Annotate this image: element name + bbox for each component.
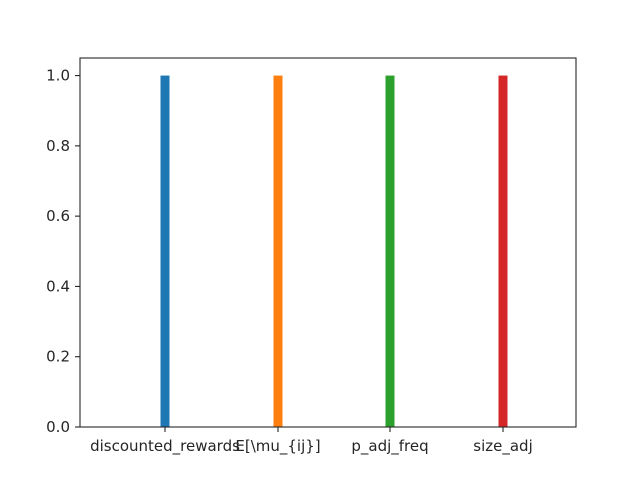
y-tick-label-3: 0.6	[46, 207, 70, 225]
y-tick-label-5: 1.0	[46, 67, 70, 85]
y-axis-ticks: 0.0 0.2 0.4 0.6 0.8 1.0	[46, 67, 80, 436]
y-tick-label-0: 0.0	[46, 418, 70, 436]
bar-0	[160, 75, 170, 428]
y-tick-label-4: 0.8	[46, 137, 70, 155]
y-tick-label-1: 0.2	[46, 348, 70, 366]
plot-frame	[79, 57, 577, 428]
x-tick-label-2: p_adj_freq	[351, 437, 428, 456]
x-tick-label-0: discounted_rewards	[90, 437, 240, 456]
bar-1	[273, 75, 283, 428]
x-tick-label-3: size_adj	[473, 437, 532, 456]
bar-2	[385, 75, 395, 428]
bar-3	[498, 75, 508, 428]
y-tick-label-2: 0.4	[46, 277, 70, 295]
x-tick-label-1: E[\mu_{ij}]	[235, 437, 320, 456]
bars-group	[160, 75, 508, 428]
